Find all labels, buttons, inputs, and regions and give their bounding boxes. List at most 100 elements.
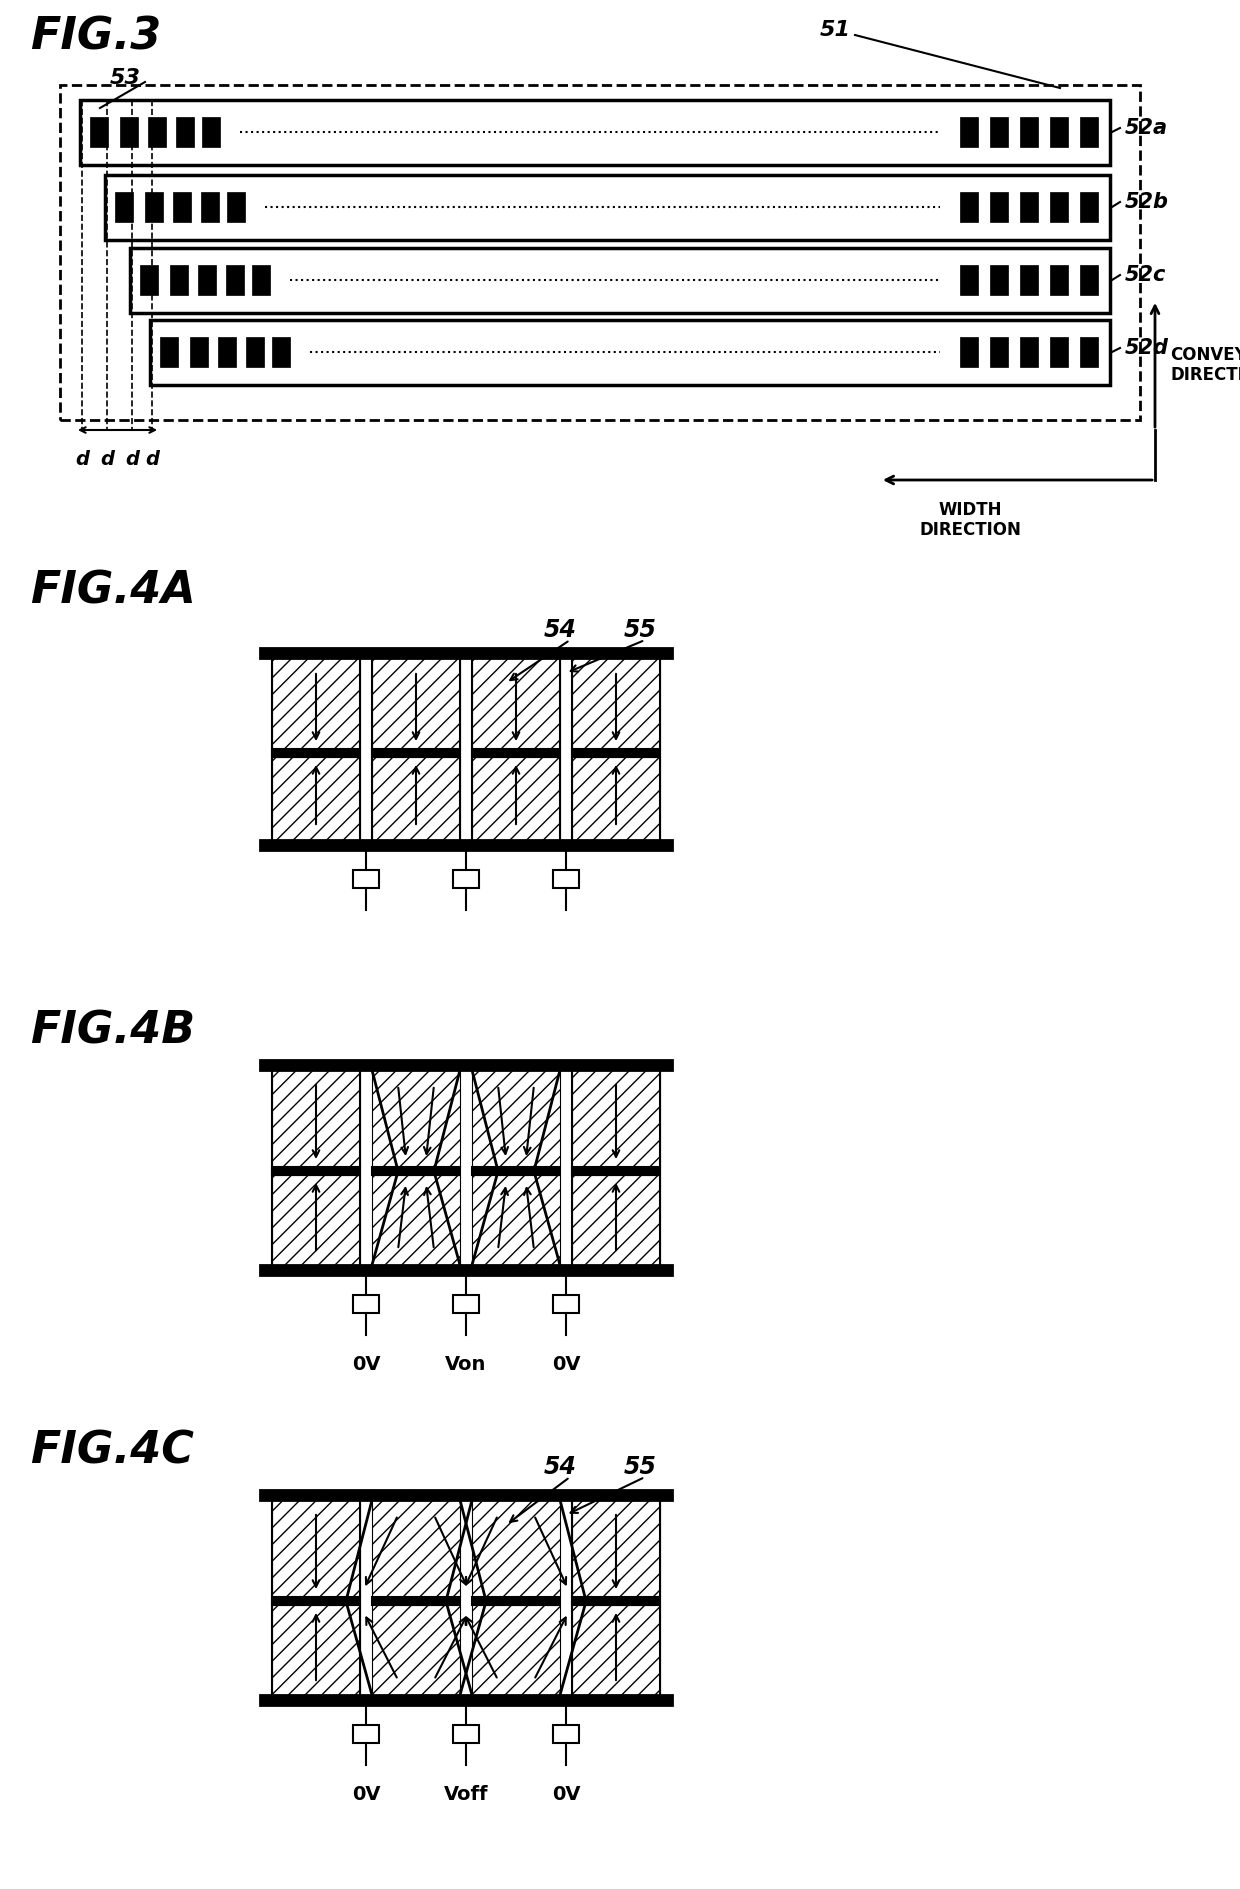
Text: 54: 54: [543, 618, 577, 642]
Bar: [145, 193, 162, 223]
Text: 0V: 0V: [552, 1354, 580, 1373]
Bar: [372, 1596, 460, 1606]
Text: d: d: [100, 450, 114, 468]
Bar: [190, 336, 208, 366]
Bar: [353, 871, 379, 888]
Text: 53: 53: [110, 68, 141, 89]
Text: 0V: 0V: [552, 1785, 580, 1804]
Bar: [1080, 264, 1097, 295]
Text: FIG.3: FIG.3: [30, 15, 161, 59]
Text: FIG.4B: FIG.4B: [30, 1011, 195, 1052]
Text: WIDTH
DIRECTION: WIDTH DIRECTION: [919, 501, 1021, 540]
Bar: [572, 1069, 660, 1167]
Bar: [472, 750, 560, 757]
Bar: [1050, 193, 1068, 223]
Bar: [272, 1596, 360, 1606]
Bar: [272, 750, 360, 757]
Bar: [272, 1069, 360, 1167]
Bar: [353, 1296, 379, 1313]
Bar: [246, 336, 264, 366]
Text: d: d: [145, 450, 159, 468]
Bar: [572, 657, 660, 750]
Bar: [260, 1490, 672, 1500]
Text: CONVEYING
DIRECTION: CONVEYING DIRECTION: [1171, 346, 1240, 383]
Bar: [260, 1060, 672, 1069]
Bar: [120, 117, 138, 147]
Bar: [176, 117, 193, 147]
Bar: [272, 757, 360, 841]
Bar: [148, 117, 166, 147]
Bar: [272, 1167, 360, 1175]
Bar: [1021, 193, 1038, 223]
Bar: [453, 1725, 479, 1744]
Bar: [572, 757, 660, 841]
Bar: [1080, 117, 1097, 147]
Bar: [174, 193, 191, 223]
Bar: [227, 193, 246, 223]
Bar: [272, 1606, 360, 1694]
Text: 55: 55: [624, 1455, 656, 1479]
Text: 51: 51: [820, 21, 851, 40]
Bar: [472, 1606, 560, 1694]
Bar: [990, 193, 1008, 223]
Bar: [472, 1167, 560, 1175]
Bar: [572, 1596, 660, 1606]
Bar: [252, 264, 270, 295]
Bar: [553, 1296, 579, 1313]
Bar: [218, 336, 236, 366]
Bar: [453, 1296, 479, 1313]
Bar: [453, 871, 479, 888]
Bar: [553, 1725, 579, 1744]
Bar: [472, 1175, 560, 1266]
Text: 54: 54: [543, 1455, 577, 1479]
Bar: [960, 117, 978, 147]
Bar: [372, 1167, 460, 1175]
Bar: [960, 264, 978, 295]
Bar: [372, 1606, 460, 1694]
Text: Voff: Voff: [444, 1785, 489, 1804]
Bar: [260, 648, 672, 657]
Bar: [105, 176, 1110, 240]
Text: FIG.4C: FIG.4C: [30, 1430, 193, 1473]
Bar: [170, 264, 188, 295]
Bar: [226, 264, 244, 295]
Bar: [1080, 193, 1097, 223]
Bar: [272, 336, 290, 366]
Text: 0V: 0V: [352, 1354, 381, 1373]
Bar: [572, 1606, 660, 1694]
Bar: [202, 117, 219, 147]
Bar: [990, 117, 1008, 147]
Bar: [372, 1500, 460, 1596]
Bar: [1050, 264, 1068, 295]
Bar: [260, 1266, 672, 1275]
Bar: [160, 336, 179, 366]
Bar: [372, 757, 460, 841]
Bar: [130, 247, 1110, 314]
Text: 52b: 52b: [1125, 193, 1169, 212]
Bar: [1021, 117, 1038, 147]
Bar: [1050, 117, 1068, 147]
Text: d: d: [125, 450, 139, 468]
Bar: [372, 750, 460, 757]
Bar: [990, 264, 1008, 295]
Text: FIG.4A: FIG.4A: [30, 570, 196, 614]
Bar: [140, 264, 157, 295]
Bar: [553, 871, 579, 888]
Bar: [260, 841, 672, 850]
Text: 52d: 52d: [1125, 338, 1169, 359]
Bar: [150, 319, 1110, 385]
Bar: [372, 1175, 460, 1266]
Bar: [81, 100, 1110, 164]
Bar: [1021, 264, 1038, 295]
Bar: [572, 750, 660, 757]
Bar: [572, 1500, 660, 1596]
Bar: [372, 657, 460, 750]
Bar: [272, 657, 360, 750]
Bar: [60, 85, 1140, 419]
Bar: [1080, 336, 1097, 366]
Bar: [472, 1500, 560, 1596]
Bar: [260, 1694, 672, 1706]
Text: 0V: 0V: [352, 1785, 381, 1804]
Bar: [572, 1175, 660, 1266]
Bar: [1050, 336, 1068, 366]
